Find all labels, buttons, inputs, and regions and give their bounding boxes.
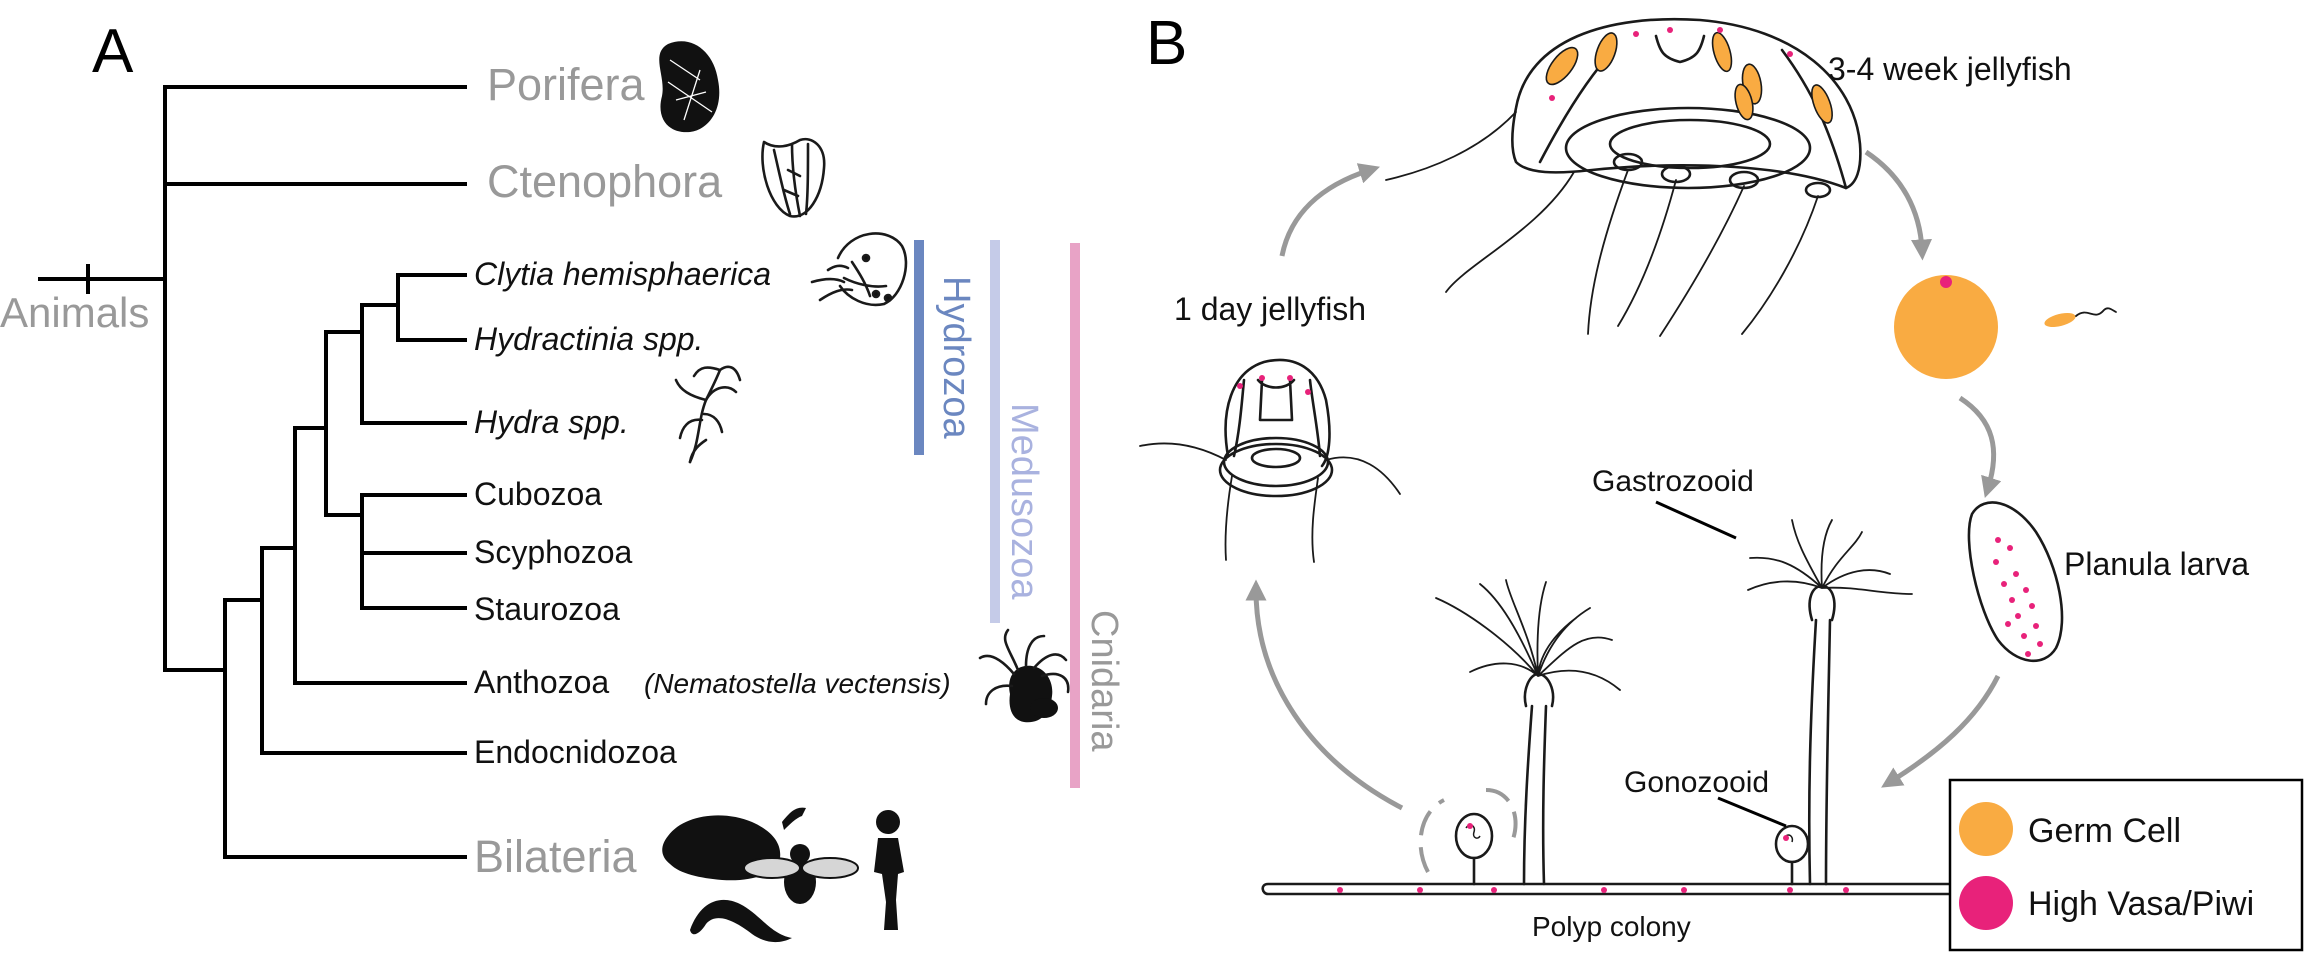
clade-label-cnidaria: Cnidaria xyxy=(1083,610,1125,752)
arrow-egg-to-planula xyxy=(1958,395,2002,499)
clytia-illustration xyxy=(810,232,908,307)
planula-larva-illustration xyxy=(1967,501,2064,663)
label-scyphozoa: Scyphozoa xyxy=(474,534,633,570)
label-hydra: Hydra spp. xyxy=(474,404,629,440)
gonozooid-pointer xyxy=(1717,796,1787,828)
label-staurozoa: Staurozoa xyxy=(474,591,620,627)
clade-bar-medusozoa xyxy=(990,240,1000,623)
fly-silhouette xyxy=(743,844,859,904)
clade-label-medusozoa: Medusozoa xyxy=(1003,403,1045,600)
label-hydractinia: Hydractinia spp. xyxy=(474,321,703,357)
panel-label-b: B xyxy=(1146,9,1187,78)
legend-swatch-germ xyxy=(1959,802,2013,856)
worm-silhouette xyxy=(690,899,792,943)
arrow-adult-to-egg xyxy=(1864,149,1932,261)
anemone-illustration xyxy=(978,628,1070,723)
label-adult-jellyfish: 3-4 week jellyfish xyxy=(1828,51,2072,87)
adult-jellyfish-illustration xyxy=(1385,17,1862,337)
sponge-illustration xyxy=(659,41,720,133)
label-ctenophora: Ctenophora xyxy=(487,156,723,207)
label-polyp-colony: Polyp colony xyxy=(1532,911,1691,942)
panel-label-a: A xyxy=(92,17,134,86)
egg-vasa-spot xyxy=(1940,276,1952,288)
polyp-colony-illustration xyxy=(1261,519,1957,896)
label-planula-larva: Planula larva xyxy=(2064,546,2249,582)
label-young-jellyfish: 1 day jellyfish xyxy=(1174,291,1366,327)
human-silhouette xyxy=(874,810,904,930)
label-gastrozooid: Gastrozooid xyxy=(1592,465,1754,498)
legend-label-germ: Germ Cell xyxy=(2028,812,2181,850)
label-gonozooid: Gonozooid xyxy=(1624,766,1769,799)
label-bilateria: Bilateria xyxy=(474,831,638,882)
legend: Germ Cell High Vasa/Piwi xyxy=(1948,778,2304,952)
label-porifera: Porifera xyxy=(487,59,646,110)
clade-bar-cnidaria xyxy=(1070,243,1080,788)
sperm-illustration xyxy=(2044,307,2117,327)
label-animals: Animals xyxy=(0,289,149,336)
label-endocnidozoa: Endocnidozoa xyxy=(474,734,677,770)
ctenophore-illustration xyxy=(761,137,826,218)
legend-box xyxy=(1948,778,2304,952)
legend-label-vasa: High Vasa/Piwi xyxy=(2028,885,2254,923)
hydra-illustration xyxy=(674,365,742,464)
young-jellyfish-illustration xyxy=(1139,358,1401,563)
gastrozooid-pointer xyxy=(1655,500,1737,540)
legend-swatch-vasa xyxy=(1959,876,2013,930)
arrow-polyp-to-young xyxy=(1245,579,1404,811)
arrow-young-to-adult xyxy=(1279,163,1380,257)
egg-germ-cell xyxy=(1894,275,1998,379)
label-anthozoa: Anthozoa xyxy=(474,664,609,700)
arrow-planula-to-polyp xyxy=(1881,674,2001,788)
phylogenetic-tree xyxy=(38,85,467,859)
clade-label-hydrozoa: Hydrozoa xyxy=(935,276,977,439)
label-clytia: Clytia hemisphaerica xyxy=(474,256,771,292)
label-cubozoa: Cubozoa xyxy=(474,476,602,512)
label-nematostella: (Nematostella vectensis) xyxy=(644,668,951,699)
bilateria-silhouettes xyxy=(662,807,904,943)
clade-bar-hydrozoa xyxy=(914,240,924,455)
